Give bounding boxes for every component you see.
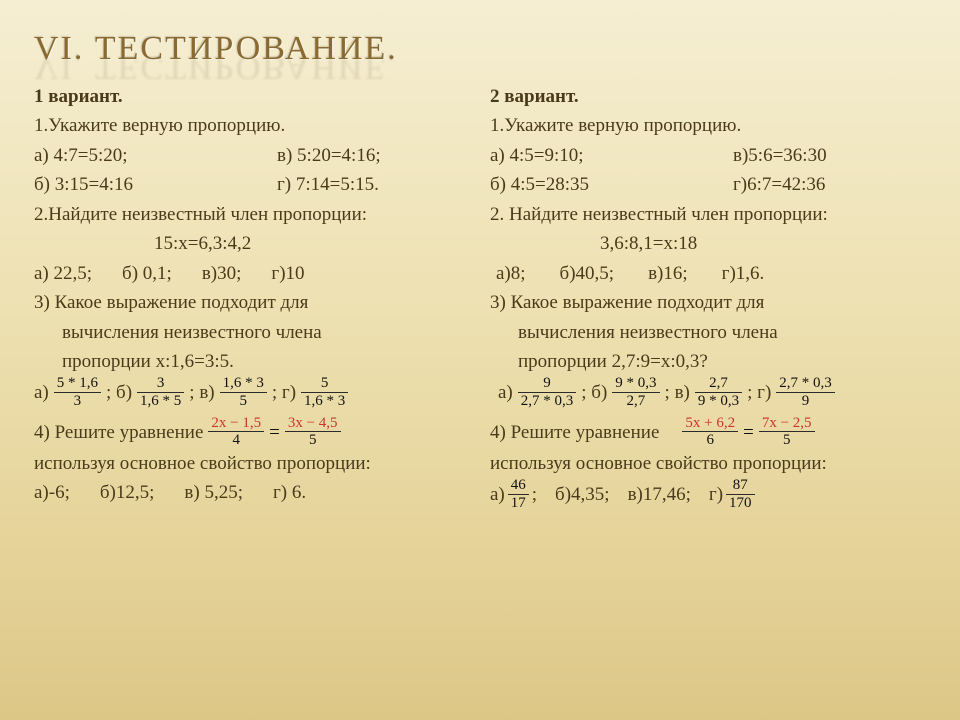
- v1-q3-frac-a: 5 * 1,63: [54, 376, 101, 409]
- v1-q1-b: б) 3:15=4:16: [34, 170, 227, 199]
- v1-q1-a: а) 4:7=5:20;: [34, 141, 227, 170]
- v1-q3-a-label: а): [34, 378, 49, 407]
- v2-q3-g-label: ; г): [747, 378, 771, 407]
- v1-q2-g: г)10: [271, 259, 304, 288]
- v1-q1-title: 1.Укажите верную пропорцию.: [34, 111, 470, 140]
- v2-q3-l2: вычисления неизвестного члена: [490, 318, 926, 347]
- v2-q1-row2: б) 4:5=28:35 г)6:7=42:36: [490, 170, 926, 199]
- v2-q4-eq: =: [743, 418, 754, 447]
- v1-q4-g: г) 6.: [273, 478, 306, 507]
- v2-q1-a: а) 4:5=9:10;: [490, 141, 683, 170]
- v2-q4-a-label: а): [490, 480, 505, 509]
- v2-q4-frac-a: 4617: [508, 478, 529, 511]
- v2-q1-v: в)5:6=36:30: [733, 141, 926, 170]
- v1-q3-l2: вычисления неизвестного члена: [34, 318, 470, 347]
- v1-heading: 1 вариант.: [34, 82, 470, 111]
- v1-q1-v: в) 5:20=4:16;: [277, 141, 470, 170]
- v2-q3-opts: а) 92,7 * 0,3 ; б) 9 * 0,32,7 ; в) 2,79 …: [490, 376, 926, 409]
- v2-q1-g: г)6:7=42:36: [733, 170, 926, 199]
- v2-q4-frac-l: 5x + 6,26: [682, 416, 738, 449]
- v2-q3-frac-v: 2,79 * 0,3: [695, 376, 742, 409]
- v2-q3-frac-a: 92,7 * 0,3: [518, 376, 577, 409]
- v2-q2-title: 2. Найдите неизвестный член пропорции:: [490, 200, 926, 229]
- v2-heading: 2 вариант.: [490, 82, 926, 111]
- v1-q2-opts: а) 22,5; б) 0,1; в)30; г)10: [34, 259, 470, 288]
- v1-q4-eq: =: [269, 418, 280, 447]
- v2-q2-opts: а)8; б)40,5; в)16; г)1,6.: [490, 259, 926, 288]
- v1-q2-title: 2.Найдите неизвестный член пропорции:: [34, 200, 470, 229]
- v2-q3-a-label: а): [498, 378, 513, 407]
- v1-q2-eq: 15:x=6,3:4,2: [34, 229, 470, 258]
- v1-q3-frac-v: 1,6 * 35: [220, 376, 267, 409]
- v1-q4-b: б)12,5;: [100, 478, 155, 507]
- v2-q2-b: б)40,5;: [560, 259, 615, 288]
- v2-q4-l2: используя основное свойство пропорции:: [490, 449, 926, 478]
- v1-q4-frac-r: 3x − 4,55: [285, 416, 341, 449]
- v1-q4-opts: а)-6; б)12,5; в) 5,25; г) 6.: [34, 478, 470, 507]
- v1-q4-line1: 4) Решите уравнение 2x − 1,54 = 3x − 4,5…: [34, 416, 470, 449]
- v2-q4-l1: 4) Решите уравнение: [490, 418, 659, 447]
- v2-q4-a-semi: ;: [532, 480, 537, 509]
- v2-q2-g: г)1,6.: [722, 259, 765, 288]
- v2-q1-title: 1.Укажите верную пропорцию.: [490, 111, 926, 140]
- v1-q3-g-label: ; г): [272, 378, 296, 407]
- v2-q4-frac-r: 7x − 2,55: [759, 416, 815, 449]
- v2-q4-line1: 4) Решите уравнение 5x + 6,26 = 7x − 2,5…: [490, 416, 926, 449]
- v2-q1-row1: а) 4:5=9:10; в)5:6=36:30: [490, 141, 926, 170]
- v1-q4-l1: 4) Решите уравнение: [34, 418, 203, 447]
- v2-q3-frac-g: 2,7 * 0,39: [776, 376, 835, 409]
- v2-q3-v-label: ; в): [665, 378, 690, 407]
- v2-q2-a: а)8;: [496, 259, 526, 288]
- v2-q4-a-wrap: а) 4617 ;: [490, 478, 537, 511]
- v1-q2-a: а) 22,5;: [34, 259, 92, 288]
- v1-q1-row2: б) 3:15=4:16 г) 7:14=5:15.: [34, 170, 470, 199]
- v1-q3-v-label: ; в): [189, 378, 214, 407]
- v2-q4-v: в)17,46;: [628, 480, 691, 509]
- v1-q3-l3: пропорции x:1,6=3:5.: [34, 347, 470, 376]
- v2-q1-b: б) 4:5=28:35: [490, 170, 683, 199]
- v1-q2-b: б) 0,1;: [122, 259, 172, 288]
- v1-q3-l1: 3) Какое выражение подходит для: [34, 288, 470, 317]
- v2-q3-frac-b: 9 * 0,32,7: [612, 376, 659, 409]
- v1-q3-frac-b: 31,6 * 5: [137, 376, 184, 409]
- v2-q4-g-wrap: г) 87170: [709, 478, 756, 511]
- v2-q2-v: в)16;: [648, 259, 688, 288]
- v1-q4-v: в) 5,25;: [184, 478, 243, 507]
- v2-q4-g-label: г): [709, 480, 723, 509]
- v2-q2-eq: 3,6:8,1=x:18: [490, 229, 926, 258]
- v2-q3-l1: 3) Какое выражение подходит для: [490, 288, 926, 317]
- title-reflection: VI. ТЕСТИРОВАНИЕ.: [34, 48, 398, 86]
- v1-q4-l2: используя основное свойство пропорции:: [34, 449, 470, 478]
- variant-1: 1 вариант. 1.Укажите верную пропорцию. а…: [34, 82, 470, 512]
- v2-q3-l3: пропорции 2,7:9=x:0,3?: [490, 347, 926, 376]
- slide-title-wrap: VI. ТЕСТИРОВАНИЕ. VI. ТЕСТИРОВАНИЕ.: [34, 30, 926, 68]
- v1-q4-frac-l: 2x − 1,54: [208, 416, 264, 449]
- v1-q3-b-label: ; б): [106, 378, 132, 407]
- v1-q4-a: а)-6;: [34, 478, 70, 507]
- v1-q1-row1: а) 4:7=5:20; в) 5:20=4:16;: [34, 141, 470, 170]
- v2-q4-frac-g: 87170: [726, 478, 755, 511]
- v1-q3-frac-g: 51,6 * 3: [301, 376, 348, 409]
- v1-q3-opts: а) 5 * 1,63 ; б) 31,6 * 5 ; в) 1,6 * 35 …: [34, 376, 470, 409]
- v2-q4-b: б)4,35;: [555, 480, 610, 509]
- columns: 1 вариант. 1.Укажите верную пропорцию. а…: [34, 82, 926, 512]
- v1-q1-g: г) 7:14=5:15.: [277, 170, 470, 199]
- variant-2: 2 вариант. 1.Укажите верную пропорцию. а…: [490, 82, 926, 512]
- v2-q3-b-label: ; б): [581, 378, 607, 407]
- v2-q4-opts: а) 4617 ; б)4,35; в)17,46; г) 87170: [490, 478, 926, 511]
- v1-q2-v: в)30;: [202, 259, 242, 288]
